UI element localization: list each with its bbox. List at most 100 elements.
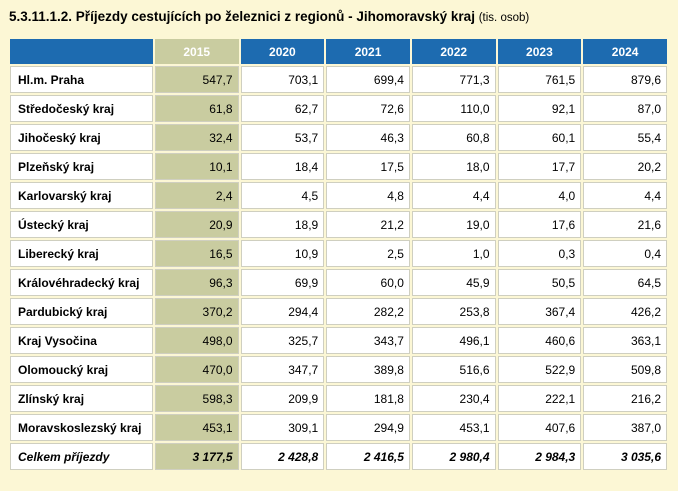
page-title: 5.3.11.1.2. Příjezdy cestujících po žele… [9, 9, 529, 24]
column-header: 2015 [155, 39, 239, 64]
table-cell: 253,8 [412, 298, 496, 325]
table-cell: 453,1 [155, 414, 239, 441]
row-label: Olomoucký kraj [10, 356, 153, 383]
table-cell: 21,2 [326, 211, 410, 238]
table-cell: 46,3 [326, 124, 410, 151]
table-cell: 53,7 [241, 124, 325, 151]
table-cell: 4,4 [583, 182, 667, 209]
table-cell: 294,9 [326, 414, 410, 441]
row-label: Kraj Vysočina [10, 327, 153, 354]
row-label: Liberecký kraj [10, 240, 153, 267]
table-cell: 879,6 [583, 66, 667, 93]
table-cell: 209,9 [241, 385, 325, 412]
table-cell: 222,1 [498, 385, 582, 412]
table-row: Středočeský kraj 61,8 62,7 72,6 110,0 92,1 87,… [10, 95, 667, 122]
table-cell: 60,8 [412, 124, 496, 151]
table-cell: 407,6 [498, 414, 582, 441]
column-header: 2024 [583, 39, 667, 64]
total-row: Celkem příjezdy 3 177,5 2 428,8 2 416,5 2 98… [10, 443, 667, 470]
data-table: 2015 2020 2021 2022 2023 2024 Hl.m. Prah… [8, 37, 669, 472]
row-label: Pardubický kraj [10, 298, 153, 325]
table-cell: 282,2 [326, 298, 410, 325]
table-row: Olomoucký kraj 470,0 347,7 389,8 516,6 522,9 5… [10, 356, 667, 383]
table-cell: 17,5 [326, 153, 410, 180]
table-cell: 370,2 [155, 298, 239, 325]
table-cell: 367,4 [498, 298, 582, 325]
row-label: Jihočeský kraj [10, 124, 153, 151]
table-cell: 4,0 [498, 182, 582, 209]
table-cell: 496,1 [412, 327, 496, 354]
table-cell: 522,9 [498, 356, 582, 383]
table-cell: 2 984,3 [498, 443, 582, 470]
table-row: Královéhradecký kraj 96,3 69,9 60,0 45,9 50,5… [10, 269, 667, 296]
table-cell: 389,8 [326, 356, 410, 383]
table-row: Zlínský kraj 598,3 209,9 181,8 230,4 222,1 216… [10, 385, 667, 412]
title-text: 5.3.11.1.2. Příjezdy cestujících po žele… [9, 9, 475, 24]
table-cell: 1,0 [412, 240, 496, 267]
table-cell: 363,1 [583, 327, 667, 354]
table-cell: 347,7 [241, 356, 325, 383]
table-cell: 20,9 [155, 211, 239, 238]
table-cell: 460,6 [498, 327, 582, 354]
table-cell: 87,0 [583, 95, 667, 122]
table-cell: 699,4 [326, 66, 410, 93]
table-cell: 771,3 [412, 66, 496, 93]
table-cell: 181,8 [326, 385, 410, 412]
table-cell: 0,4 [583, 240, 667, 267]
row-label: Ústecký kraj [10, 211, 153, 238]
row-label: Hl.m. Praha [10, 66, 153, 93]
table-cell: 4,5 [241, 182, 325, 209]
table-cell: 110,0 [412, 95, 496, 122]
table-cell: 216,2 [583, 385, 667, 412]
table-cell: 3 177,5 [155, 443, 239, 470]
table-cell: 20,2 [583, 153, 667, 180]
table-cell: 516,6 [412, 356, 496, 383]
table-cell: 470,0 [155, 356, 239, 383]
table-cell: 4,4 [412, 182, 496, 209]
table-cell: 547,7 [155, 66, 239, 93]
table-cell: 498,0 [155, 327, 239, 354]
table-cell: 17,7 [498, 153, 582, 180]
table-cell: 10,1 [155, 153, 239, 180]
table-cell: 18,0 [412, 153, 496, 180]
table-cell: 60,0 [326, 269, 410, 296]
table-row: Kraj Vysočina 498,0 325,7 343,7 496,1 460,6 36… [10, 327, 667, 354]
table-cell: 61,8 [155, 95, 239, 122]
table-cell: 21,6 [583, 211, 667, 238]
row-label: Středočeský kraj [10, 95, 153, 122]
column-header: 2020 [241, 39, 325, 64]
column-header: 2022 [412, 39, 496, 64]
table-cell: 69,9 [241, 269, 325, 296]
table-cell: 45,9 [412, 269, 496, 296]
table-cell: 32,4 [155, 124, 239, 151]
table-cell: 2 416,5 [326, 443, 410, 470]
table-row: Plzeňský kraj 10,1 18,4 17,5 18,0 17,7 20,2 [10, 153, 667, 180]
table-cell: 2 428,8 [241, 443, 325, 470]
table-cell: 2,5 [326, 240, 410, 267]
row-label: Zlínský kraj [10, 385, 153, 412]
table-cell: 453,1 [412, 414, 496, 441]
table-row: Karlovarský kraj 2,4 4,5 4,8 4,4 4,0 4,4 [10, 182, 667, 209]
table-cell: 18,4 [241, 153, 325, 180]
unit-label: (tis. osob) [479, 12, 530, 24]
table-cell: 598,3 [155, 385, 239, 412]
table-cell: 325,7 [241, 327, 325, 354]
column-header: 2021 [326, 39, 410, 64]
table-cell: 92,1 [498, 95, 582, 122]
row-label: Moravskoslezský kraj [10, 414, 153, 441]
table-cell: 426,2 [583, 298, 667, 325]
table-cell: 50,5 [498, 269, 582, 296]
table-cell: 387,0 [583, 414, 667, 441]
table-cell: 18,9 [241, 211, 325, 238]
table-cell: 0,3 [498, 240, 582, 267]
table-cell: 230,4 [412, 385, 496, 412]
table-cell: 294,4 [241, 298, 325, 325]
table-cell: 19,0 [412, 211, 496, 238]
table-cell: 2,4 [155, 182, 239, 209]
table-cell: 3 035,6 [583, 443, 667, 470]
table-row: Pardubický kraj 370,2 294,4 282,2 253,8 367,4… [10, 298, 667, 325]
table-row: Ústecký kraj 20,9 18,9 21,2 19,0 17,6 21,6 [10, 211, 667, 238]
table-cell: 17,6 [498, 211, 582, 238]
table-cell: 55,4 [583, 124, 667, 151]
table-cell: 62,7 [241, 95, 325, 122]
